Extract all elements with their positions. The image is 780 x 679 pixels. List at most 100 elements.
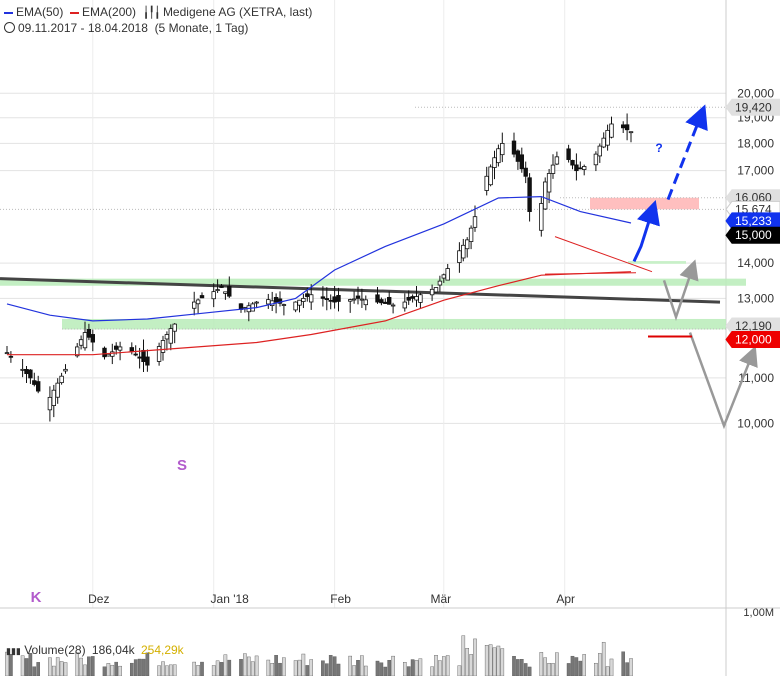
candle-body	[566, 148, 571, 160]
volume-bar	[24, 658, 29, 677]
volume-bar	[547, 663, 551, 677]
price-tag: 12,000	[725, 331, 780, 348]
candle-body	[433, 287, 439, 293]
volume-bar	[379, 662, 384, 677]
volume-bar	[469, 654, 473, 677]
period-row: 09.11.2017 - 18.04.2018 (5 Monate, 1 Tag…	[4, 21, 248, 35]
candle-body	[519, 154, 524, 170]
volume-bar	[527, 666, 532, 677]
volume-bar	[594, 662, 598, 677]
volume-bar	[364, 665, 368, 677]
support-zone-upper	[0, 278, 746, 286]
annotation-label: S	[177, 457, 187, 474]
period-range: 09.11.2017 - 18.04.2018	[18, 21, 148, 35]
volume-bar	[32, 666, 37, 677]
period-detail: (5 Monate, 1 Tag)	[154, 21, 249, 35]
x-tick-label: Apr	[556, 592, 575, 606]
candle-body	[51, 389, 56, 406]
candle-body	[578, 167, 583, 170]
candle-body	[437, 280, 443, 286]
candle-body	[383, 301, 388, 304]
volume-bar	[625, 662, 629, 677]
candle-body	[90, 334, 95, 343]
volume-bar	[387, 660, 392, 677]
candle-body	[28, 369, 33, 379]
volume-label: Volume(28)	[24, 643, 86, 657]
candle-body	[215, 289, 220, 291]
volume-bar	[523, 663, 528, 677]
annotation-label: ?	[655, 141, 662, 155]
volume-bar	[215, 660, 220, 677]
candle-body	[336, 295, 341, 302]
volume-bar	[418, 658, 423, 677]
candle-body	[418, 294, 423, 303]
candle-body	[141, 349, 146, 363]
volume-bar	[83, 664, 87, 677]
volume-bar	[609, 658, 614, 677]
y-tick-label: 11,000	[738, 371, 774, 385]
resistance-zone	[590, 197, 699, 210]
candle-body	[628, 131, 634, 134]
candle-body	[550, 164, 556, 174]
volume-bar	[500, 648, 505, 677]
candle-body	[457, 250, 462, 263]
ema200-swatch	[70, 11, 80, 14]
long-trendline	[0, 277, 721, 304]
y-tick-label: 14,000	[737, 256, 774, 270]
candle-body	[379, 299, 384, 304]
candle-body	[305, 293, 310, 297]
candle-body	[110, 351, 115, 357]
candle-body	[102, 347, 107, 358]
volume-bar	[512, 656, 516, 677]
candle-body	[597, 145, 602, 157]
candle-body	[8, 355, 14, 358]
candle-body	[211, 291, 216, 300]
volume-bar	[574, 657, 579, 677]
candle-body	[429, 288, 435, 296]
clock-icon	[4, 22, 15, 33]
volume-bar	[566, 663, 571, 677]
volume-average: 254,29k	[140, 643, 184, 657]
volume-bar	[118, 665, 122, 677]
candle-body	[472, 216, 478, 228]
blue-arrow-dashed	[666, 104, 708, 201]
candle-body	[546, 173, 552, 193]
candle-body	[406, 296, 411, 301]
volume-bar	[465, 648, 470, 677]
volume-bar	[582, 654, 586, 677]
triangle-upper-line	[554, 236, 653, 273]
volume-bar	[309, 659, 314, 677]
candle-body	[78, 339, 84, 346]
volume-bar	[473, 638, 477, 677]
volume-bar	[211, 665, 216, 677]
candle-body	[32, 380, 37, 385]
candle-body	[582, 166, 587, 170]
candle-body	[297, 299, 302, 306]
volume-bar	[348, 655, 353, 677]
price-tag-label: 12,190	[735, 319, 772, 333]
volume-bar	[578, 660, 583, 677]
candle-body	[609, 123, 614, 138]
candle-body	[106, 353, 111, 357]
volume-bar	[192, 661, 197, 677]
candle-body	[63, 368, 68, 372]
candle-body	[515, 150, 521, 162]
legend-row: EMA(50) EMA(200) ╽╿╽ Medigene AG (XETRA,…	[4, 5, 312, 19]
candle-body	[574, 164, 579, 172]
volume-bar	[391, 655, 395, 677]
volume-bar	[410, 659, 415, 677]
volume-bar	[383, 666, 388, 677]
candle-body	[281, 304, 287, 306]
volume-bar	[445, 655, 450, 677]
volume-bar	[90, 656, 95, 677]
volume-bar	[375, 660, 380, 677]
candle-body	[75, 346, 80, 357]
blue-arrow-short	[632, 199, 660, 263]
volume-bar	[539, 652, 544, 677]
volume-bar	[403, 662, 407, 677]
candle-body	[301, 297, 306, 302]
support-zone-lower	[62, 318, 726, 330]
volume-bar	[336, 663, 341, 677]
volume-bar	[332, 656, 337, 677]
